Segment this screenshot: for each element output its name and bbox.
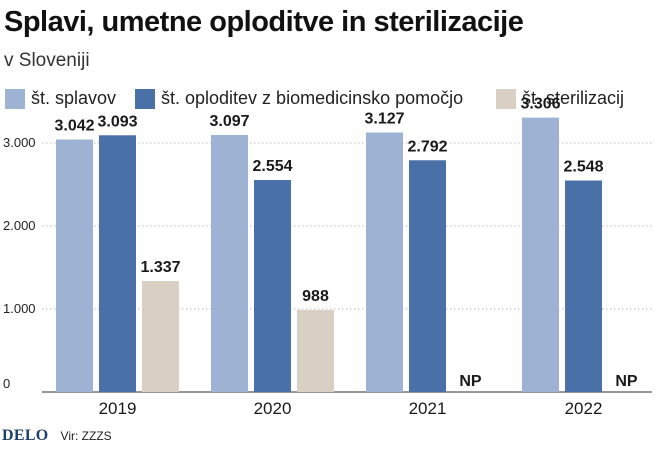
publisher-logo: DELO	[2, 427, 49, 444]
x-tick-label: 2021	[409, 399, 447, 418]
bar--t-splavov-2020	[211, 134, 248, 392]
data-label--t-oploditev-z-biomedicinsko-pomo-jo-2021: 2.792	[407, 138, 447, 155]
bar--t-oploditev-z-biomedicinsko-pomo-jo-2021	[409, 160, 446, 392]
chart-subtitle: v Sloveniji	[4, 50, 90, 71]
bar--t-splavov-2021	[366, 132, 403, 393]
data-label--t-oploditev-z-biomedicinsko-pomo-jo-2020: 2.554	[252, 158, 292, 175]
legend-swatch-splavov	[5, 88, 25, 109]
bar--t-sterilizacij-2019	[142, 281, 179, 392]
source-note: Vir: ZZZS	[60, 429, 112, 443]
data-label--t-sterilizacij-2021: NP	[459, 373, 482, 390]
data-label--t-sterilizacij-2020: 988	[302, 288, 329, 305]
legend-swatch-oploditev	[135, 88, 155, 109]
legend-label-splavov: št. splavov	[31, 88, 117, 108]
y-tick-label: 0	[3, 376, 10, 391]
data-label--t-splavov-2019: 3.042	[54, 118, 94, 135]
bar--t-splavov-2022	[522, 117, 559, 393]
y-tick-label: 3.000	[3, 135, 36, 150]
data-label--t-splavov-2020: 3.097	[209, 113, 249, 130]
legend-item-splavov: št. splavov	[5, 88, 116, 109]
data-label--t-splavov-2021: 3.127	[364, 110, 404, 127]
legend-label-sterilizacij: št. sterilizacij	[522, 88, 625, 108]
legend-swatch-sterilizacij	[496, 88, 516, 109]
legend-label-oploditev: št. oploditev z biomedicinsko pomočjo	[161, 88, 464, 108]
data-label--t-oploditev-z-biomedicinsko-pomo-jo-2019: 3.093	[97, 113, 137, 130]
bar--t-oploditev-z-biomedicinsko-pomo-jo-2020	[254, 180, 291, 392]
x-tick-label: 2022	[565, 399, 603, 418]
legend: št. splavov št. oploditev z biomedicinsk…	[0, 88, 660, 114]
footer: DELO Vir: ZZZS	[0, 426, 112, 446]
data-label--t-splavov-2022: 3.306	[520, 96, 560, 113]
x-tick-label: 2019	[99, 399, 137, 418]
legend-item-oploditev: št. oploditev z biomedicinsko pomočjo	[135, 88, 463, 109]
bar--t-splavov-2019	[56, 139, 93, 392]
y-tick-label: 2.000	[3, 218, 36, 233]
data-label--t-sterilizacij-2022: NP	[615, 373, 638, 390]
chart-title: Splavi, umetne oploditve in sterilizacij…	[4, 6, 524, 38]
y-tick-label: 1.000	[3, 301, 36, 316]
legend-item-sterilizacij: št. sterilizacij	[496, 88, 624, 109]
x-tick-label: 2020	[254, 399, 292, 418]
bar--t-oploditev-z-biomedicinsko-pomo-jo-2019	[99, 135, 136, 392]
bar--t-oploditev-z-biomedicinsko-pomo-jo-2022	[565, 180, 602, 392]
data-label--t-sterilizacij-2019: 1.337	[140, 259, 180, 276]
bar--t-sterilizacij-2020	[297, 309, 334, 392]
data-label--t-oploditev-z-biomedicinsko-pomo-jo-2022: 2.548	[563, 159, 603, 176]
